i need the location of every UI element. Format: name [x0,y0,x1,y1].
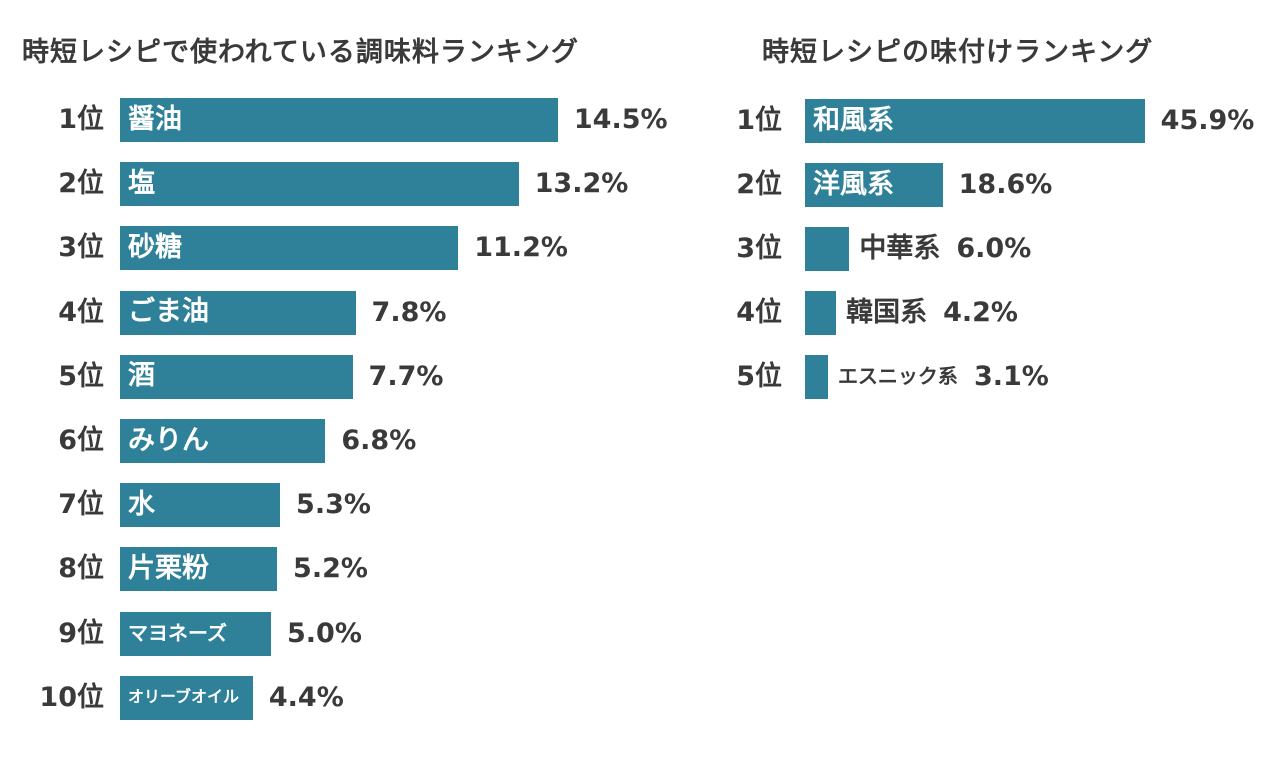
value-label: 5.3% [296,489,371,521]
bar [120,354,353,399]
value-label: 18.6% [958,169,1053,200]
value-label: 6.0% [956,233,1032,264]
rank-label: 9位 [58,617,104,649]
rank-label: 4位 [58,296,104,328]
bar [120,162,519,207]
rank-label: 6位 [58,425,104,456]
value-label: 7.7% [368,360,444,392]
value-label: 45.9% [1160,105,1255,136]
bar [805,291,837,335]
bar [120,290,356,335]
bar [805,163,943,207]
bar [805,355,828,399]
bar [120,611,271,656]
rank-label: 3位 [58,232,104,264]
value-label: 13.2% [534,168,629,200]
value-label: 4.2% [943,297,1018,328]
category-label: ごま油 [128,296,209,328]
category-label: マヨネーズ [128,620,227,645]
bar [120,226,459,271]
bar [120,98,558,142]
category-label: みりん [128,424,209,456]
category-label: エスニック系 [837,364,958,388]
value-label: 6.8% [341,425,417,456]
rank-label: 1位 [58,104,104,135]
category-label: オリーブオイル [128,686,240,706]
rank-label: 8位 [58,553,104,585]
value-label: 14.5% [573,104,668,135]
value-label: 4.4% [268,681,344,713]
category-label: 中華系 [859,232,941,264]
value-label: 3.1% [973,361,1049,392]
bar [120,419,326,463]
value-label: 11.2% [474,232,568,264]
right-chart-title: 時短レシピの味付けランキング [762,37,1154,68]
category-label: 和風系 [813,104,894,136]
category-label: 片栗粉 [128,552,209,584]
rank-label: 7位 [58,489,104,521]
value-label: 5.0% [287,617,362,649]
category-label: 砂糖 [128,231,182,263]
rank-label: 10位 [39,681,104,713]
rank-label: 5位 [736,361,782,392]
rank-label: 5位 [58,360,104,392]
category-label: 韓国系 [846,296,928,328]
bar [120,547,278,592]
category-label: 塩 [128,167,155,199]
rank-label: 4位 [736,297,782,328]
value-label: 7.8% [371,296,447,328]
bar [120,483,281,528]
left-chart-title: 時短レシピで使われている調味料ランキング [22,37,580,68]
bar [805,99,1145,143]
category-label: 水 [128,488,155,520]
bar [120,675,253,720]
bar [805,227,850,271]
category-label: 醤油 [128,103,182,135]
rank-label: 2位 [58,168,104,200]
value-label: 5.2% [293,553,368,585]
rank-label: 2位 [736,169,782,200]
rank-label: 3位 [736,233,782,264]
rank-label: 1位 [736,105,782,136]
category-label: 酒 [128,360,155,392]
category-label: 洋風系 [813,168,894,200]
